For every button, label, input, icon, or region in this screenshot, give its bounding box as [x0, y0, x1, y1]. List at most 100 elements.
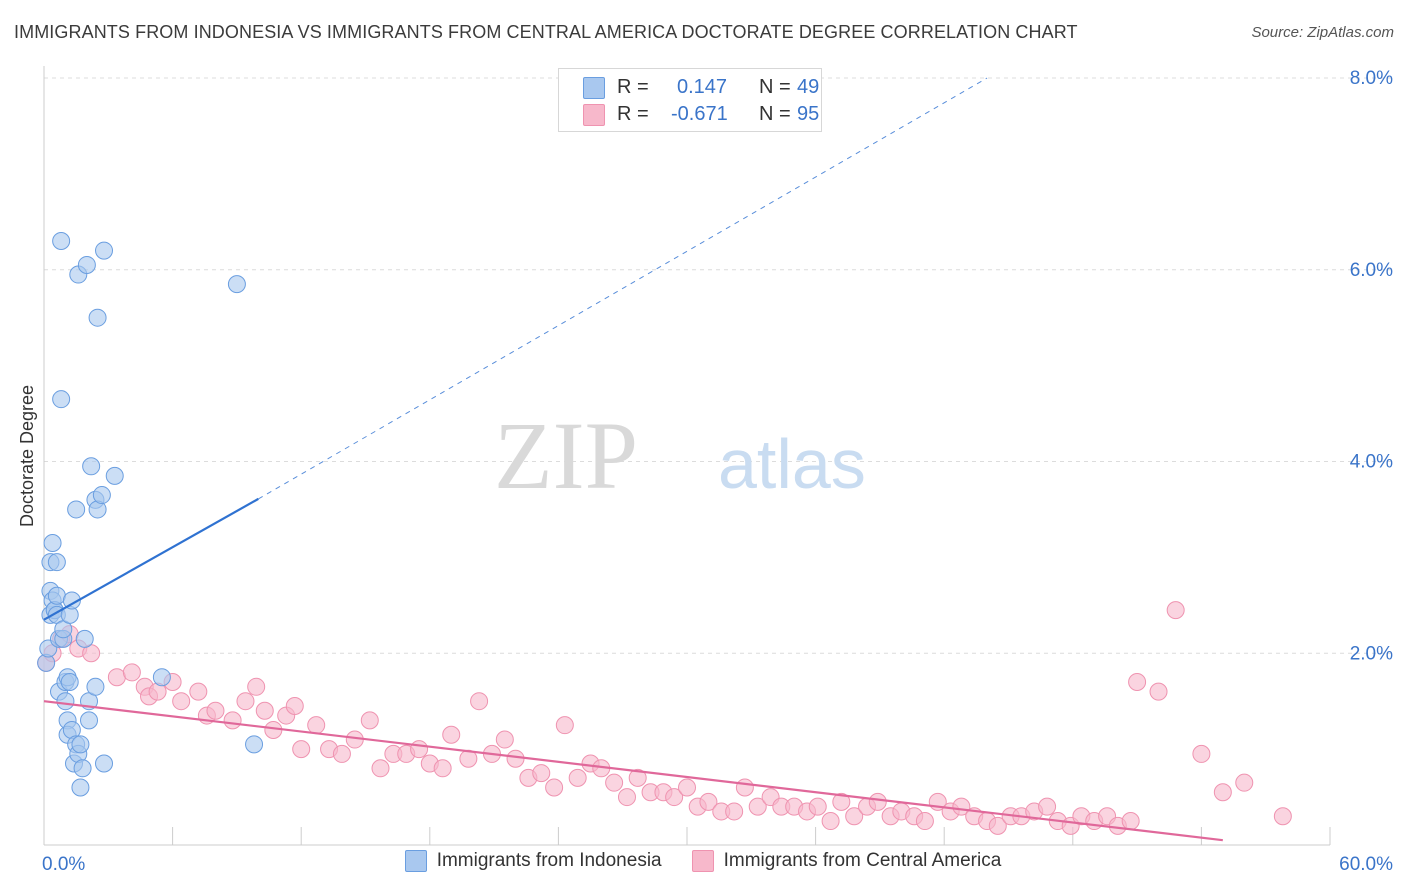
bottom-legend: Immigrants from Indonesia Immigrants fro… — [0, 850, 1406, 872]
data-point-indonesia — [80, 711, 99, 730]
data-point-indonesia — [75, 629, 94, 648]
data-point-central-america — [236, 692, 255, 711]
stats-swatch-central-america — [583, 104, 605, 126]
data-point-central-america — [247, 677, 266, 696]
data-point-indonesia — [73, 759, 92, 778]
data-point-central-america — [1038, 797, 1057, 816]
data-point-indonesia — [88, 308, 107, 327]
legend-swatch-indonesia — [404, 850, 427, 872]
stats-r-label: R = — [617, 102, 649, 125]
legend-item-indonesia[interactable]: Immigrants from Indonesia — [404, 850, 662, 872]
stats-r-label: R = — [617, 75, 649, 98]
watermark: ZIP atlas — [494, 402, 866, 509]
data-point-indonesia — [56, 692, 75, 711]
data-point-central-america — [568, 768, 587, 787]
y-tick-labels: 2.0% 4.0% 6.0% 8.0% — [1350, 68, 1393, 664]
trendline-indonesia-extension — [258, 77, 988, 500]
data-point-central-america — [371, 759, 390, 778]
data-point-central-america — [285, 696, 304, 715]
data-point-central-america — [1192, 744, 1211, 763]
data-point-central-america — [1149, 682, 1168, 701]
chart-source: Source: ZipAtlas.com — [1251, 24, 1394, 41]
data-point-central-america — [307, 716, 326, 735]
data-point-central-america — [189, 682, 208, 701]
data-point-indonesia — [92, 486, 111, 505]
data-point-central-america — [433, 759, 452, 778]
series-indonesia-points — [37, 231, 264, 797]
data-point-indonesia — [82, 457, 101, 476]
data-point-central-america — [665, 788, 684, 807]
data-point-indonesia — [152, 668, 171, 687]
series-central-america-points — [37, 601, 1292, 835]
data-point-central-america — [1235, 773, 1254, 792]
stats-swatch-indonesia — [583, 77, 605, 99]
data-point-indonesia — [227, 275, 246, 294]
stats-n-value-central-america: 95 — [797, 102, 820, 125]
data-point-indonesia — [245, 735, 264, 754]
data-point-indonesia — [62, 591, 81, 610]
data-point-central-america — [808, 797, 827, 816]
data-point-central-america — [699, 792, 718, 811]
y-tick-label: 8.0% — [1350, 68, 1393, 89]
stats-legend-box: R = 0.147 N = 49 R = -0.671 N = 95 — [558, 68, 822, 132]
data-point-indonesia — [60, 673, 79, 692]
data-point-central-america — [442, 725, 461, 744]
data-point-central-america — [915, 812, 934, 831]
data-point-indonesia — [105, 466, 124, 485]
data-point-central-america — [555, 716, 574, 735]
data-point-indonesia — [71, 735, 90, 754]
data-point-central-america — [832, 792, 851, 811]
axes-layer — [43, 66, 1331, 846]
data-point-central-america — [1273, 807, 1292, 826]
data-point-central-america — [845, 807, 864, 826]
data-point-central-america — [107, 668, 126, 687]
x-tick-label: 60.0% — [1339, 854, 1393, 875]
data-point-central-america — [255, 701, 274, 720]
y-tick-label: 4.0% — [1350, 452, 1393, 473]
stats-r-value-central-america: -0.671 — [671, 102, 728, 125]
data-point-central-america — [122, 663, 141, 682]
data-point-central-america — [1128, 673, 1147, 692]
stats-n-label: N = — [759, 102, 791, 125]
data-point-central-america — [748, 797, 767, 816]
grid-layer — [44, 77, 1392, 654]
data-point-central-america — [470, 692, 489, 711]
trendline-indonesia — [43, 497, 259, 621]
data-point-central-america — [495, 730, 514, 749]
data-point-central-america — [628, 768, 647, 787]
y-tick-label: 2.0% — [1350, 643, 1393, 664]
data-point-central-america — [292, 740, 311, 759]
data-point-indonesia — [95, 754, 114, 773]
data-point-indonesia — [47, 586, 66, 605]
watermark-zip: ZIP — [494, 402, 638, 509]
data-point-central-america — [1213, 783, 1232, 802]
data-point-central-america — [506, 749, 525, 768]
data-point-indonesia — [47, 553, 66, 572]
data-point-central-america — [360, 711, 379, 730]
data-point-central-america — [725, 802, 744, 821]
trendlines — [43, 77, 1223, 842]
legend-label-central-america: Immigrants from Central America — [723, 850, 1002, 871]
y-axis-title: Doctorate Degree — [17, 385, 37, 527]
data-point-indonesia — [71, 778, 90, 797]
data-point-indonesia — [77, 255, 96, 274]
stats-n-label: N = — [759, 75, 791, 98]
data-point-indonesia — [95, 241, 114, 260]
data-point-indonesia — [67, 500, 86, 519]
data-point-central-america — [532, 764, 551, 783]
data-point-central-america — [223, 711, 242, 730]
watermark-atlas: atlas — [718, 425, 866, 503]
data-point-central-america — [821, 812, 840, 831]
x-tick-labels: 0.0% 60.0% — [42, 854, 1393, 875]
stats-r-value-indonesia: 0.147 — [677, 75, 728, 98]
stats-n-value-indonesia: 49 — [797, 75, 820, 98]
data-point-central-america — [332, 744, 351, 763]
legend-item-central-america[interactable]: Immigrants from Central America — [691, 850, 1002, 872]
data-point-central-america — [735, 778, 754, 797]
x-tick-label: 0.0% — [42, 854, 85, 875]
chart-title: IMMIGRANTS FROM INDONESIA VS IMMIGRANTS … — [14, 22, 1078, 42]
data-point-central-america — [868, 792, 887, 811]
data-point-central-america — [410, 740, 429, 759]
